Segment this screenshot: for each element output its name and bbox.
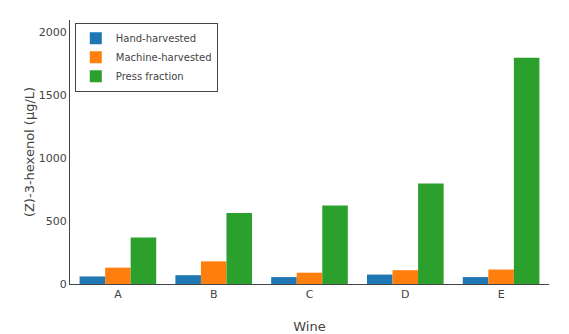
svg-text:E: E <box>498 288 505 301</box>
svg-text:2000: 2000 <box>39 26 67 39</box>
svg-text:Press fraction: Press fraction <box>116 71 184 82</box>
svg-text:500: 500 <box>46 215 67 228</box>
svg-text:1000: 1000 <box>39 152 67 165</box>
svg-text:0: 0 <box>60 278 67 291</box>
svg-text:(Z)-3-hexenol (μg/L): (Z)-3-hexenol (μg/L) <box>22 87 37 217</box>
svg-text:B: B <box>210 288 218 301</box>
svg-text:A: A <box>114 288 122 301</box>
svg-text:C: C <box>306 288 314 301</box>
svg-text:Wine: Wine <box>293 319 325 334</box>
svg-text:Hand-harvested: Hand-harvested <box>116 33 196 44</box>
svg-text:Machine-harvested: Machine-harvested <box>116 52 212 63</box>
svg-text:1500: 1500 <box>39 89 67 102</box>
svg-text:D: D <box>401 288 409 301</box>
